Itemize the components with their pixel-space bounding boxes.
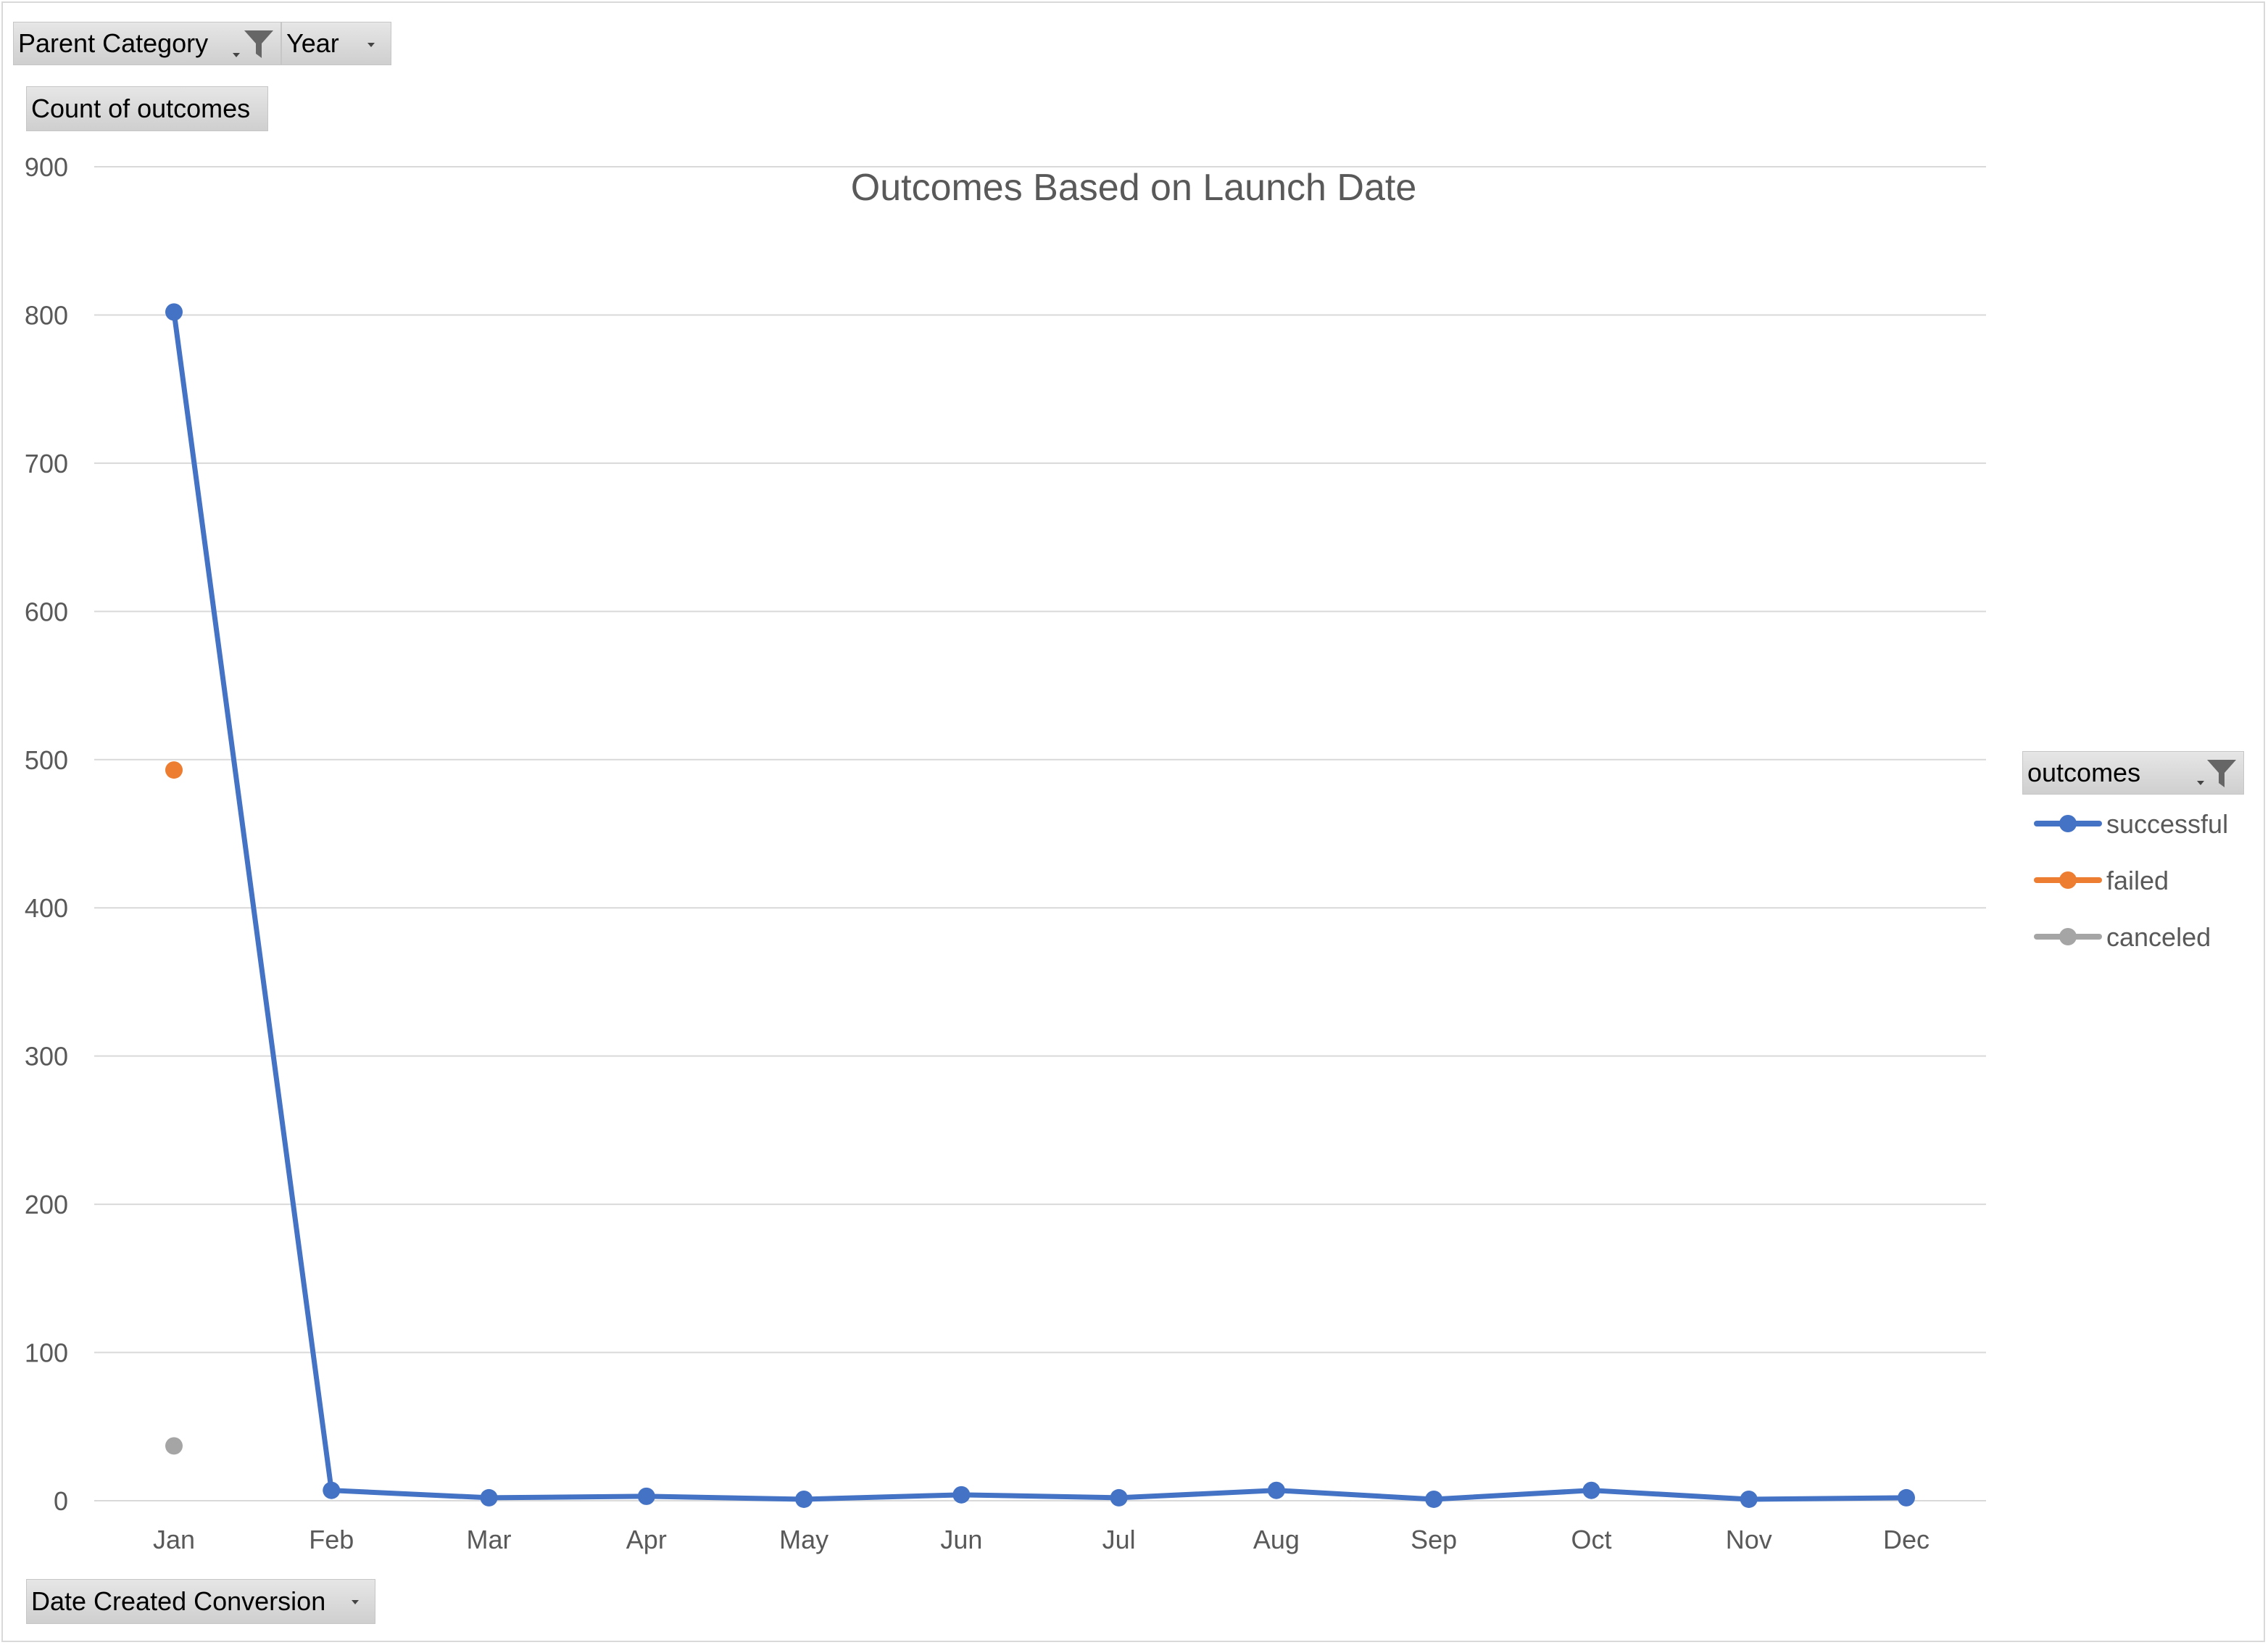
legend-field-button[interactable]: outcomes xyxy=(2022,751,2244,795)
axis-field-button[interactable]: Date Created Conversion xyxy=(26,1579,375,1624)
parent-category-filter-button[interactable]: Parent Category xyxy=(13,22,281,65)
parent-category-label: Parent Category xyxy=(18,28,209,58)
chevron-down-icon xyxy=(2197,781,2204,785)
year-label: Year xyxy=(286,28,339,58)
chevron-down-icon xyxy=(367,43,375,47)
legend-field-label: outcomes xyxy=(2027,758,2141,787)
funnel-icon xyxy=(2207,760,2236,787)
axis-field-label: Date Created Conversion xyxy=(31,1586,326,1616)
funnel-icon xyxy=(244,30,273,58)
year-filter-button[interactable]: Year xyxy=(281,22,391,65)
values-field-label: Count of outcomes xyxy=(31,94,251,123)
values-field-button[interactable]: Count of outcomes xyxy=(26,86,268,131)
chevron-down-icon xyxy=(352,1600,359,1604)
chevron-down-icon xyxy=(233,53,240,57)
